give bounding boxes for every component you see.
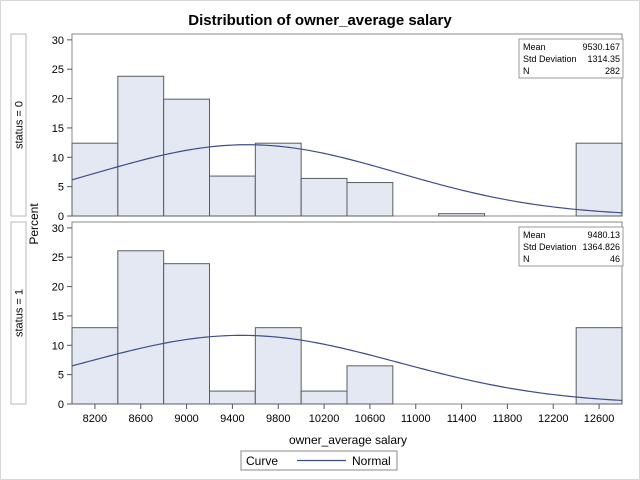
- stats-label: N: [523, 66, 530, 76]
- histogram-bar: [346, 182, 394, 217]
- legend: Curve Normal: [240, 450, 398, 471]
- histogram-bar: [117, 75, 165, 217]
- stats-value: 9480.13: [587, 230, 620, 240]
- legend-title: Curve: [246, 454, 278, 468]
- stats-value: 46: [610, 254, 620, 264]
- x-axis-label: owner_average salary: [289, 433, 407, 447]
- x-tick-label: 12200: [538, 413, 569, 425]
- y-tick-label: 25: [52, 64, 64, 76]
- stats-value: 282: [605, 66, 620, 76]
- x-tick-label: 8200: [83, 413, 107, 425]
- y-tick-label: 30: [52, 35, 64, 47]
- histogram-bar: [71, 142, 119, 217]
- panel-label: status = 1: [14, 289, 26, 337]
- legend-normal-label: Normal: [352, 454, 391, 468]
- chart-title: Distribution of owner_average salary: [188, 12, 452, 29]
- x-tick-label: 11800: [493, 413, 523, 425]
- histogram-bar: [254, 327, 302, 405]
- histogram-panels: status = 0 0 5 10 15 20 25 30 Mean 9530.167 Std De…: [10, 33, 624, 411]
- y-tick-label: 20: [52, 282, 64, 294]
- histogram-bar: [209, 390, 256, 405]
- x-tick-label: 9000: [174, 413, 198, 425]
- histogram-bar: [163, 98, 211, 217]
- y-tick-label: 0: [58, 211, 64, 223]
- y-tick-label: 5: [58, 182, 64, 194]
- panel-strip: [10, 33, 27, 217]
- stats-label: Mean: [523, 42, 546, 52]
- histogram-bar: [71, 327, 119, 405]
- x-tick-label: 9400: [220, 413, 244, 425]
- histogram-bar: [163, 263, 211, 405]
- histogram-bar: [117, 250, 165, 405]
- stats-label: Std Deviation: [523, 54, 577, 64]
- histogram-bar: [254, 142, 302, 217]
- stats-label: Mean: [523, 230, 546, 240]
- stats-value: 1364.826: [582, 242, 620, 252]
- normal-curve: [71, 334, 623, 402]
- histogram-bar: [575, 327, 623, 405]
- stats-box: [518, 38, 624, 79]
- histogram-bar: [209, 175, 256, 217]
- x-tick-label: 10600: [355, 413, 386, 425]
- panel-strip: [10, 221, 27, 405]
- y-tick-label: 0: [58, 399, 64, 411]
- stats-label: Std Deviation: [523, 242, 577, 252]
- stats-value: 1314.35: [587, 54, 620, 64]
- y-tick-label: 5: [58, 370, 64, 382]
- y-tick-label: 15: [52, 123, 64, 135]
- panel-label: status = 0: [14, 101, 26, 149]
- y-tick-label: 10: [52, 340, 64, 352]
- histogram-bar: [438, 213, 485, 217]
- panel-status-1: status = 1 0 5 10 15 20 25 30 Mean 9480.13 Std Dev…: [10, 221, 624, 411]
- x-tick-label: 12600: [584, 413, 615, 425]
- histogram-bar: [300, 177, 348, 217]
- x-tick-label: 9800: [266, 413, 290, 425]
- stats-value: 9530.167: [582, 42, 620, 52]
- x-tick-label: 10200: [309, 413, 340, 425]
- histogram-bar: [575, 142, 623, 217]
- x-tick-label: 8600: [129, 413, 153, 425]
- histogram-bar: [300, 390, 348, 405]
- y-tick-label: 25: [52, 252, 64, 264]
- y-tick-label: 10: [52, 152, 64, 164]
- stats-box: [518, 226, 624, 267]
- x-axis: 8200 8600 9000 9400 9800 10200 10600 11000 11400…: [83, 404, 615, 425]
- y-tick-label: 20: [52, 94, 64, 106]
- y-tick-label: 15: [52, 311, 64, 323]
- panel-status-0: status = 0 0 5 10 15 20 25 30 Mean 9530.167 Std De…: [10, 33, 624, 223]
- normal-curve: [71, 144, 623, 214]
- x-tick-label: 11000: [401, 413, 431, 425]
- y-axis-label: Percent: [27, 203, 41, 245]
- histogram-bar: [346, 365, 394, 405]
- stats-label: N: [523, 254, 530, 264]
- y-tick-label: 30: [52, 223, 64, 235]
- x-tick-label: 11400: [447, 413, 477, 425]
